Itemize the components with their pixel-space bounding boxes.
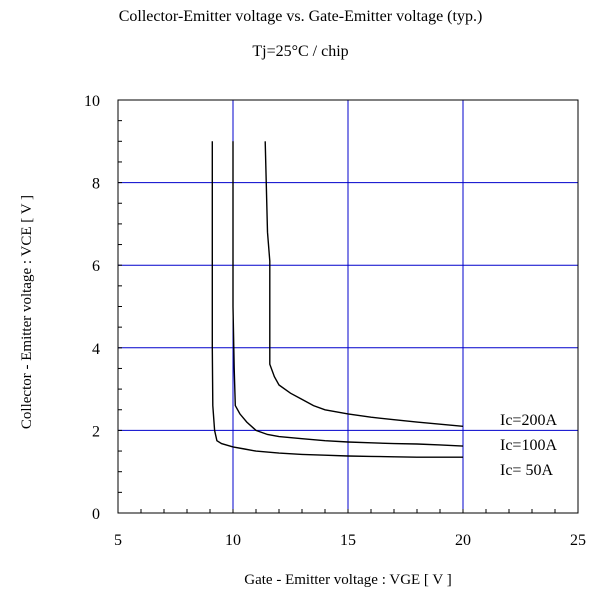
tick-labels: 5 10 15 20 25 0 2 4 6 8 10 bbox=[84, 93, 586, 549]
series-label: Ic=200A bbox=[500, 412, 557, 429]
series-label: Ic= 50A bbox=[500, 462, 553, 479]
chart-title: Collector-Emitter voltage vs. Gate-Emitt… bbox=[118, 8, 483, 25]
x-tick-label: 20 bbox=[455, 532, 471, 549]
x-axis-label: Gate - Emitter voltage : VGE [ V ] bbox=[244, 572, 452, 588]
y-tick-label: 8 bbox=[92, 176, 100, 193]
y-tick-label: 2 bbox=[92, 423, 100, 440]
y-tick-label: 4 bbox=[92, 341, 100, 358]
y-tick-label: 6 bbox=[92, 258, 100, 275]
x-tick-label: 10 bbox=[225, 532, 241, 549]
y-tick-label: 0 bbox=[92, 506, 100, 523]
x-tick-label: 25 bbox=[570, 532, 586, 549]
series-line bbox=[211, 141, 463, 458]
x-tick-label: 15 bbox=[340, 532, 356, 549]
series-labels: Ic=200A Ic=100A Ic= 50A bbox=[500, 412, 557, 479]
x-tick-label: 5 bbox=[114, 532, 122, 549]
chart-subtitle: Tj=25°C / chip bbox=[252, 43, 349, 60]
series-line bbox=[232, 141, 464, 447]
series-lines bbox=[211, 141, 464, 458]
y-axis-label: Collector - Emitter voltage : VCE [ V ] bbox=[19, 194, 35, 430]
series-line bbox=[264, 141, 464, 427]
series-label: Ic=100A bbox=[500, 437, 557, 454]
plot-frame bbox=[117, 99, 579, 514]
grid-lines bbox=[118, 100, 578, 513]
y-tick-label: 10 bbox=[84, 93, 100, 110]
